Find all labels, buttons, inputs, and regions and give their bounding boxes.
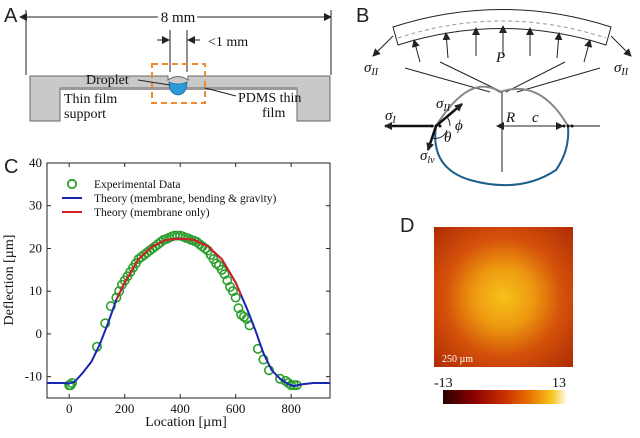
- experimental-data-point: [219, 269, 230, 280]
- experimental-data-point: [222, 275, 233, 286]
- zoom-box: [151, 63, 206, 104]
- y-tick-label: 0: [36, 326, 43, 341]
- sigma-ii-cap-arrow: [435, 103, 463, 127]
- radius-label: R: [505, 110, 515, 126]
- y-tick-label: 20: [29, 240, 42, 255]
- pressure-label: P: [495, 50, 505, 66]
- y-tick-label: 10: [29, 283, 42, 298]
- panel-d: D 250 µm -13 13: [400, 215, 573, 404]
- phi-arc: [445, 115, 451, 127]
- x-tick-label: 0: [66, 401, 73, 416]
- film-label-line-2: film: [262, 106, 285, 121]
- pressure-arrow: [583, 39, 593, 63]
- c-label: c: [532, 110, 539, 126]
- membrane-strip: [392, 9, 612, 46]
- plot-frame: [46, 162, 331, 399]
- sigma-ii-left-arrow: [372, 35, 394, 57]
- y-axis-label: Deflection [µm]: [2, 235, 17, 326]
- panel-b: B P σII σII: [356, 5, 632, 187]
- gap-label: <1 mm: [208, 35, 248, 50]
- theta-label: θ: [444, 130, 452, 146]
- support-label-line-2: support: [64, 107, 106, 122]
- x-tick-label: 200: [115, 401, 135, 416]
- deflection-chart: 0 200 400 600 800 -10 0 10 20 30 40 Experimental Da…: [25, 155, 331, 416]
- membrane-cap: [435, 85, 569, 127]
- panel-a-label: A: [4, 5, 18, 27]
- pressure-arrow: [554, 32, 563, 59]
- phi-label: ϕ: [455, 118, 463, 134]
- legend-label: Experimental Data: [94, 179, 181, 191]
- theta-arc: [431, 129, 448, 139]
- panel-c: C Deflection [µm] Location [µm] 0 200 400 6…: [2, 155, 331, 430]
- sigma-i-label: σI: [385, 108, 396, 126]
- legend-label: Theory (membrane only): [94, 207, 210, 219]
- experimental-data-point: [230, 292, 241, 303]
- panel-b-label: B: [356, 5, 369, 27]
- film-pointer: [204, 87, 237, 97]
- droplet-label: Droplet: [86, 73, 129, 88]
- y-tick-label: -10: [25, 369, 42, 384]
- experimental-data-point: [275, 373, 286, 384]
- panel-d-label: D: [400, 215, 414, 237]
- pressure-arrow: [442, 32, 451, 59]
- pressure-arrows: [411, 25, 593, 63]
- experimental-data-point: [233, 303, 244, 314]
- experimental-data-point: [100, 318, 111, 329]
- droplet-arc: [434, 125, 570, 187]
- width-label: 8 mm: [161, 10, 196, 26]
- y-tick-label: 40: [29, 155, 42, 170]
- sigma-lv-label: σlv: [420, 148, 435, 166]
- connector-line: [516, 67, 601, 93]
- membrane-midline: [397, 20, 607, 39]
- x-axis-label: Location [µm]: [145, 415, 227, 430]
- experimental-data-point: [65, 380, 76, 391]
- sigma-ii-cap-label: σII: [436, 96, 451, 114]
- theory-membrane-line: [115, 237, 243, 301]
- sigma-ii-right-label: σII: [614, 60, 629, 78]
- y-tick-label: 30: [29, 198, 42, 213]
- legend-label: Theory (membrane, bending & gravity): [94, 193, 277, 205]
- experimental-data-point: [155, 237, 166, 248]
- theory-full-line: [47, 237, 330, 388]
- colorbar: [443, 390, 566, 404]
- x-tick-label: 600: [226, 401, 246, 416]
- experimental-data-point: [227, 286, 238, 297]
- sigma-ii-left-label: σII: [364, 60, 379, 78]
- experimental-data-point: [238, 311, 249, 322]
- x-tick-label: 800: [281, 401, 301, 416]
- droplet: [168, 81, 188, 96]
- colorbar-max-label: 13: [552, 376, 566, 391]
- heatmap-image: [434, 227, 573, 367]
- x-tick-label: 400: [170, 401, 190, 416]
- experimental-data-point: [211, 258, 222, 269]
- droplet-pointer: [137, 79, 171, 86]
- support-label-line-1: Thin film: [64, 92, 117, 107]
- film-label-line-1: PDMS thin: [238, 91, 301, 106]
- panel-c-label: C: [4, 156, 18, 178]
- scale-bar-label: 250 µm: [442, 354, 473, 365]
- legend-marker-experimental: [66, 178, 78, 190]
- panel-a: A 8 mm <1 mm Droplet Thin film support P…: [4, 5, 332, 122]
- pressure-arrow: [411, 39, 421, 63]
- sigma-ii-right-arrow: [610, 35, 632, 57]
- connector-line: [505, 61, 566, 93]
- colorbar-min-label: -13: [434, 376, 453, 391]
